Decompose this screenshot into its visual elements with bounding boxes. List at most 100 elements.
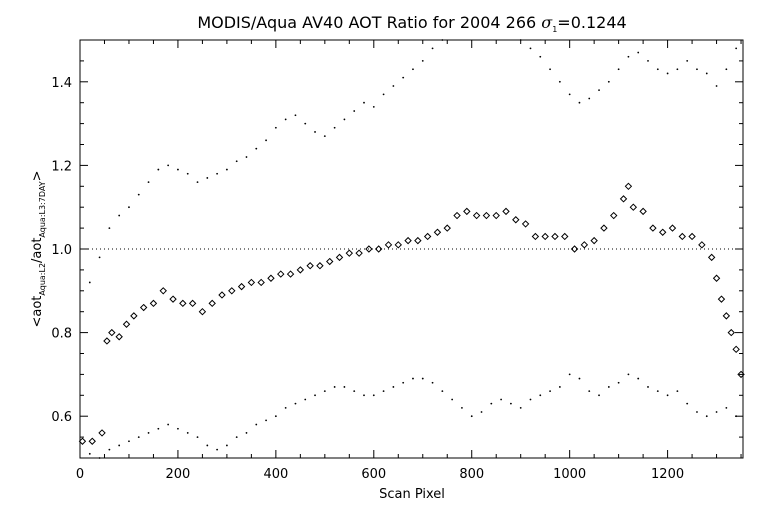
- upper-bound-point: [725, 68, 728, 71]
- upper-bound-point: [363, 101, 365, 104]
- upper-bound-point: [715, 85, 718, 87]
- upper-bound-point: [558, 80, 561, 83]
- ratio-point: [688, 232, 696, 241]
- y-tick-label: 0.8: [51, 327, 72, 342]
- ratio-point: [188, 299, 197, 308]
- ratio-point: [712, 274, 721, 282]
- ratio-point: [257, 278, 265, 287]
- lower-bound-point: [676, 390, 679, 393]
- upper-bound-point: [656, 68, 659, 71]
- lower-bound-point: [118, 444, 121, 447]
- y-axis: 0.6 0.8 1.0 1.2 1.4: [51, 39, 743, 459]
- lower-bound-point: [167, 423, 170, 426]
- upper-bound-point: [225, 168, 228, 171]
- lower-bound-point: [637, 377, 640, 380]
- ratio-point: [159, 287, 167, 295]
- lower-bound-point: [216, 448, 219, 451]
- ratio-point: [443, 224, 451, 232]
- ratio-point: [580, 241, 589, 249]
- ratio-point: [492, 211, 500, 220]
- ratio-point: [590, 236, 598, 245]
- lower-bound-point: [147, 432, 150, 434]
- upper-bound-point: [353, 110, 356, 112]
- ratio-point: [707, 253, 716, 262]
- x-tick-label: 0: [76, 467, 84, 482]
- ratio-point: [228, 287, 236, 295]
- lower-bound-point: [402, 381, 405, 384]
- y-tick-label: 1.2: [51, 159, 72, 174]
- lower-bound-point: [529, 398, 532, 401]
- upper-bound-point: [637, 51, 640, 54]
- y-tick-label: 0.6: [51, 410, 72, 425]
- x-tick-label: 400: [263, 467, 288, 482]
- ratio-point: [472, 211, 481, 220]
- upper-bound-point: [216, 172, 219, 175]
- upper-bound-point: [314, 131, 316, 133]
- ratio-point: [722, 312, 731, 320]
- lower-bound-point: [88, 452, 91, 455]
- lower-bound-point: [177, 427, 179, 430]
- upper-bound-point: [284, 118, 287, 121]
- lower-bound-point: [617, 381, 620, 384]
- lower-bound-point: [490, 402, 493, 405]
- lower-bound-point: [598, 394, 600, 397]
- lower-bound-point: [206, 444, 209, 447]
- ratio-point: [365, 245, 373, 253]
- upper-bound-point: [696, 68, 698, 71]
- upper-bound-point: [421, 60, 424, 62]
- lower-bound-point: [265, 419, 267, 422]
- upper-bound-point: [88, 281, 91, 284]
- ratio-point: [541, 232, 549, 241]
- ratio-point: [610, 211, 618, 220]
- upper-bound-point: [294, 114, 297, 117]
- upper-bound-point: [529, 47, 532, 50]
- ratio-point: [482, 211, 491, 220]
- x-tick-label: 600: [361, 467, 386, 482]
- upper-bound-point: [735, 47, 738, 50]
- ratio-point: [169, 295, 177, 303]
- lower-bound-point: [323, 390, 326, 393]
- lower-bound-point: [294, 402, 297, 405]
- upper-bound-point: [392, 85, 395, 87]
- ratio-point: [502, 207, 510, 216]
- ratio-point: [345, 249, 354, 257]
- ratio-point: [335, 253, 344, 262]
- ratio-point: [316, 262, 324, 270]
- ratio-point: [551, 232, 559, 241]
- upper-bound-point: [568, 93, 571, 96]
- chart-title: MODIS/Aqua AV40 AOT Ratio for 2004 266 σ…: [197, 13, 626, 34]
- upper-bound-point: [245, 156, 248, 158]
- upper-bound-point: [98, 256, 101, 259]
- lower-bound-point: [480, 411, 483, 413]
- lower-bound-point: [372, 394, 375, 397]
- lower-bound-point: [274, 415, 277, 418]
- ratio-point: [130, 312, 138, 320]
- upper-bound-point: [323, 135, 326, 138]
- ratio-point: [198, 307, 207, 316]
- ratio-point: [561, 232, 569, 241]
- ratio-point: [404, 236, 412, 245]
- lower-bound-point: [196, 436, 199, 438]
- ratio-point: [570, 245, 579, 253]
- ratio-point: [277, 270, 285, 278]
- upper-bound-point: [186, 172, 189, 175]
- ratio-point: [678, 232, 686, 241]
- upper-bound-point: [108, 227, 111, 230]
- lower-bound-point: [568, 373, 571, 376]
- upper-bound-point: [167, 164, 170, 167]
- ratio-point: [394, 241, 402, 249]
- upper-bound-point: [177, 168, 179, 171]
- ratio-point: [149, 299, 158, 308]
- lower-bound-point: [421, 377, 424, 380]
- upper-bound-point: [627, 55, 630, 58]
- plot-area: 0 200 400 600 800 1000 1200 0.6 0.8 1.0 1.2 1.4: [51, 39, 745, 482]
- ratio-point: [355, 249, 363, 257]
- upper-bound-point: [539, 55, 542, 58]
- lower-bound-point: [627, 373, 630, 376]
- upper-bound-point: [118, 214, 121, 217]
- upper-bound-point: [265, 139, 267, 142]
- lower-bound-point: [470, 415, 473, 418]
- upper-bound-point: [196, 181, 199, 184]
